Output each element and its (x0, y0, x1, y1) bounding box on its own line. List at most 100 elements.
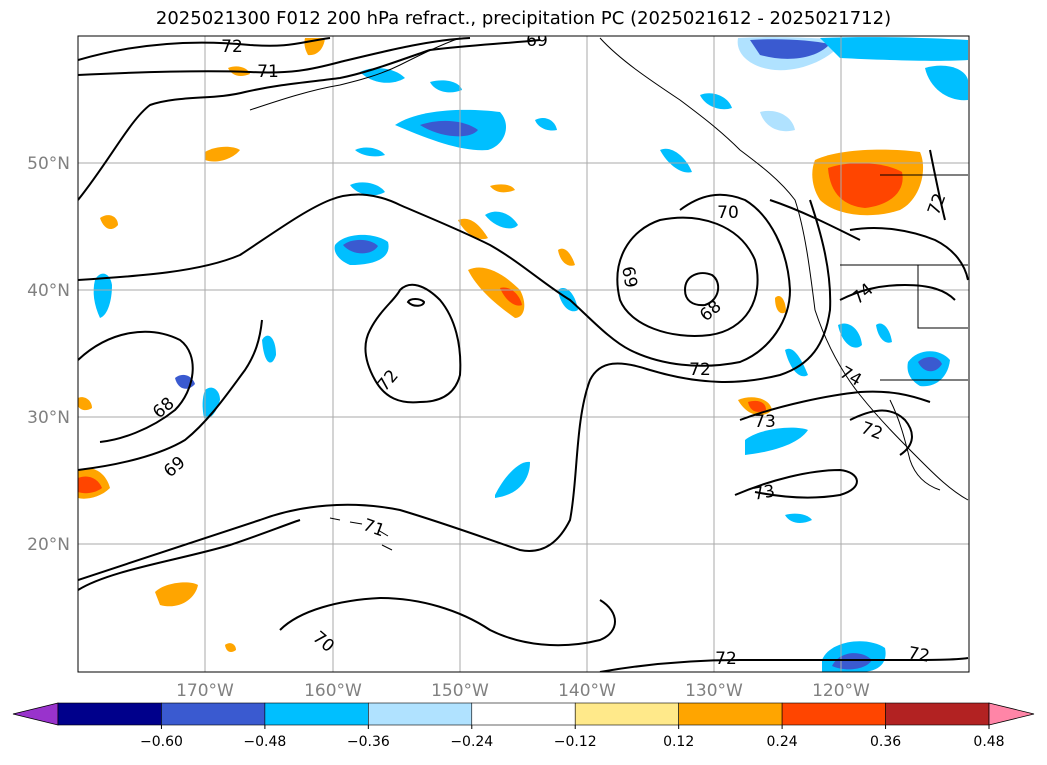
precip-negative-area (262, 335, 276, 363)
lat-label-50n: 50°N (27, 154, 70, 174)
precip-negative-core (750, 39, 830, 59)
precip-positive-area (775, 295, 786, 314)
contour-label: 70 (717, 203, 739, 223)
contour-label: 72 (906, 643, 931, 666)
precip-negative-area (820, 37, 968, 61)
precip-negative-area (93, 273, 112, 318)
precip-positive-area (100, 215, 118, 230)
precip-negative-area (350, 182, 385, 196)
colorbar-segment (885, 702, 990, 726)
contour-71-north (78, 37, 471, 76)
colorbar-tick-labels: −0.60 −0.48 −0.36 −0.24 −0.12 0.12 0.24 0.36 0.4… (140, 725, 1005, 750)
precip-negative-area (745, 427, 808, 455)
colorbar-tick-label: −0.60 (140, 734, 183, 750)
contour-70-west (78, 193, 792, 367)
colorbar-segment (678, 702, 783, 726)
precip-negative-area (485, 211, 518, 229)
colorbar-segment (161, 702, 266, 726)
lat-label-20n: 20°N (27, 535, 70, 555)
contour-label: 71 (257, 62, 279, 82)
contour-74 (839, 283, 956, 301)
precipitation-shading (78, 37, 968, 672)
lon-label-120w: 120°W (812, 681, 870, 701)
colorbar-tick-label: −0.12 (554, 734, 597, 750)
precip-negative-area (876, 323, 892, 343)
contour-label: 72 (689, 360, 711, 380)
precip-positive-area (225, 643, 236, 653)
contour-label: 72 (715, 649, 737, 669)
contour-72-ne (929, 149, 946, 221)
hawaii-islands (329, 517, 393, 551)
lat-label-30n: 30°N (27, 408, 70, 428)
contour-73-upper (739, 390, 931, 421)
precip-negative-area (355, 147, 385, 157)
coastlines (249, 37, 969, 551)
precip-negative-core (420, 120, 478, 137)
precip-negative-area (838, 323, 862, 348)
precip-negative-area (700, 93, 732, 110)
contour-71-south (78, 519, 301, 591)
colorbar: −0.60 −0.48 −0.36 −0.24 −0.12 0.12 0.24 0.36 0.4… (12, 702, 1035, 750)
colorbar-segment (264, 702, 369, 726)
map-title: 2025021300 F012 200 hPa refract., precip… (155, 8, 892, 29)
contour-69-west (78, 319, 263, 471)
colorbar-segment (781, 702, 886, 726)
precip-negative-area (785, 513, 812, 523)
precip-negative-area (202, 387, 220, 419)
contour-label: 73 (752, 481, 777, 504)
baja-coast (889, 399, 941, 491)
precip-positive-area (205, 146, 240, 162)
contour-68-loop (683, 272, 720, 307)
contour-68-west (78, 330, 194, 443)
precip-positive-area (558, 248, 575, 266)
contour-70-south (279, 596, 616, 647)
precip-positive-core (828, 163, 903, 208)
lon-label-140w: 140°W (558, 681, 616, 701)
contour-72-midpac (364, 283, 462, 404)
contour-label: 69 (617, 265, 640, 290)
precip-negative-area (785, 348, 808, 377)
colorbar-segments (57, 702, 990, 726)
lon-label-170w: 170°W (176, 681, 234, 701)
colorbar-extend-high (988, 702, 1035, 726)
colorbar-tick-label: −0.24 (450, 734, 493, 750)
contour-72-central (78, 199, 832, 581)
colorbar-tick-label: 0.12 (663, 734, 694, 750)
contour-label: 69 (526, 31, 548, 51)
lon-label-160w: 160°W (304, 681, 362, 701)
contour-label: 73 (754, 412, 776, 432)
precip-negative-area (495, 461, 530, 498)
contour-69-north (78, 39, 541, 201)
precip-negative-core (918, 356, 942, 372)
precip-positive-area (458, 218, 488, 240)
precip-negative-area (925, 65, 968, 101)
colorbar-tick-label: −0.36 (347, 734, 390, 750)
precip-positive-core (500, 287, 522, 306)
canada-coast (599, 37, 969, 501)
precip-negative-area (760, 110, 795, 132)
lon-label-130w: 130°W (685, 681, 743, 701)
precip-positive-core (748, 400, 766, 412)
contour-72-ne2 (849, 227, 969, 281)
precip-negative-area (535, 118, 557, 131)
contour-71-ne (769, 199, 861, 241)
colorbar-tick-label: −0.48 (243, 734, 286, 750)
colorbar-segment (57, 702, 162, 726)
precip-negative-area (360, 68, 405, 83)
latitude-labels: 50°N 40°N 30°N 20°N (27, 154, 70, 555)
contour-69-loop (616, 216, 759, 337)
lat-label-40n: 40°N (27, 281, 70, 301)
longitude-labels: 170°W 160°W 150°W 140°W 130°W 120°W (176, 681, 870, 701)
refractivity-contours (78, 37, 969, 672)
colorbar-segment (368, 702, 473, 726)
precip-positive-area (155, 582, 198, 607)
precip-negative-core (832, 653, 872, 670)
contour-73-lower (734, 468, 858, 499)
precip-positive-area (490, 184, 515, 193)
contour-label: 72 (221, 37, 243, 57)
colorbar-tick-label: 0.24 (767, 734, 798, 750)
colorbar-extend-low (12, 702, 59, 726)
contour-72-south (599, 657, 969, 672)
lon-label-150w: 150°W (431, 681, 489, 701)
